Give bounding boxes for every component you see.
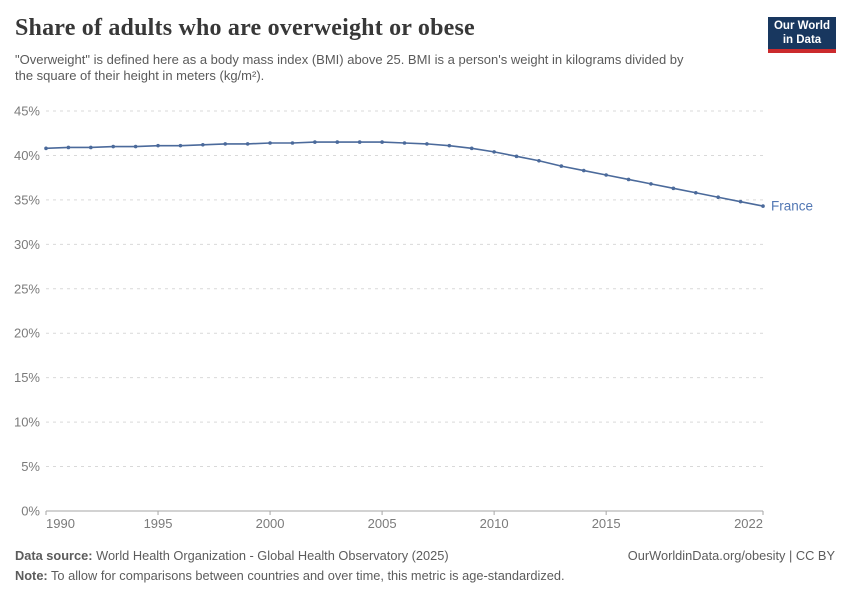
data-point	[335, 140, 340, 144]
data-point	[626, 177, 631, 182]
data-point	[313, 140, 317, 144]
chart-title: Share of adults who are overweight or ob…	[15, 15, 475, 41]
data-point	[111, 144, 116, 149]
data-point	[44, 146, 48, 151]
x-axis-tick-label: 2005	[368, 516, 397, 531]
data-point	[357, 140, 362, 144]
y-axis-tick-label: 40%	[14, 148, 40, 163]
x-axis-tick-label: 2010	[480, 516, 509, 531]
data-point	[66, 145, 71, 150]
data-point	[559, 164, 564, 168]
data-point	[693, 190, 698, 195]
data-point	[649, 182, 653, 186]
data-point	[537, 158, 541, 163]
data-point	[761, 204, 765, 208]
data-source-label: Data source:	[15, 548, 93, 563]
data-point	[268, 141, 272, 145]
line-chart: 0% 5% 10% 15% 20% 25% 30% 35% 40% 45% 1990 1995 2000…	[14, 104, 813, 532]
data-point	[156, 143, 160, 148]
data-source-text: World Health Organization - Global Healt…	[96, 548, 449, 563]
x-axis-tick-label: 1995	[144, 516, 173, 531]
credit-link[interactable]: OurWorldinData.org/obesity | CC BY	[627, 548, 835, 563]
note-text: To allow for comparisons between countri…	[51, 568, 565, 583]
data-point	[425, 142, 429, 146]
france-trend-line	[45, 141, 764, 207]
owid-logo[interactable]: Our World in Data	[768, 17, 836, 53]
data-point	[716, 195, 720, 200]
y-axis-tick-label: 15%	[14, 370, 40, 385]
y-axis-tick-label: 30%	[14, 237, 40, 252]
data-point	[604, 173, 608, 177]
data-point	[178, 143, 183, 148]
chart-subtitle: "Overweight" is defined here as a body m…	[15, 52, 684, 83]
series-label-france: France	[771, 199, 813, 214]
y-axis-tick-label: 35%	[14, 192, 40, 207]
footer: Data source: World Health Organization -…	[15, 548, 835, 563]
y-axis-tick-label: 20%	[14, 326, 40, 341]
data-point	[290, 141, 295, 145]
data-point	[89, 145, 93, 150]
y-axis-tick-label: 10%	[14, 415, 40, 430]
data-point	[671, 186, 676, 191]
data-point	[245, 142, 250, 146]
data-point	[738, 199, 743, 204]
footer-note: Note: To allow for comparisons between c…	[15, 568, 835, 583]
y-axis-tick-label: 0%	[21, 504, 40, 519]
owid-logo-line1: Our World	[773, 20, 830, 32]
data-point	[402, 141, 407, 145]
y-axis-tick-label: 25%	[14, 281, 40, 296]
data-point	[133, 144, 138, 149]
y-axis-tick-label: 5%	[21, 459, 40, 474]
x-axis-tick-label: 2022	[734, 516, 763, 531]
data-source-line: Data source: World Health Organization -…	[15, 548, 449, 563]
data-point	[201, 142, 205, 147]
owid-logo-line2: in Data	[782, 33, 822, 46]
data-point	[492, 150, 496, 154]
note-label: Note:	[15, 568, 48, 583]
x-axis-tick-label: 1990	[46, 516, 75, 531]
data-point	[514, 154, 519, 159]
x-axis-tick-label: 2000	[256, 516, 285, 531]
data-point	[447, 143, 452, 148]
x-axis-tick-label: 2015	[592, 516, 621, 531]
data-point	[380, 140, 384, 144]
data-point	[223, 142, 228, 146]
data-point	[581, 168, 586, 173]
y-axis-tick-label: 45%	[14, 104, 40, 119]
data-point	[469, 146, 474, 151]
